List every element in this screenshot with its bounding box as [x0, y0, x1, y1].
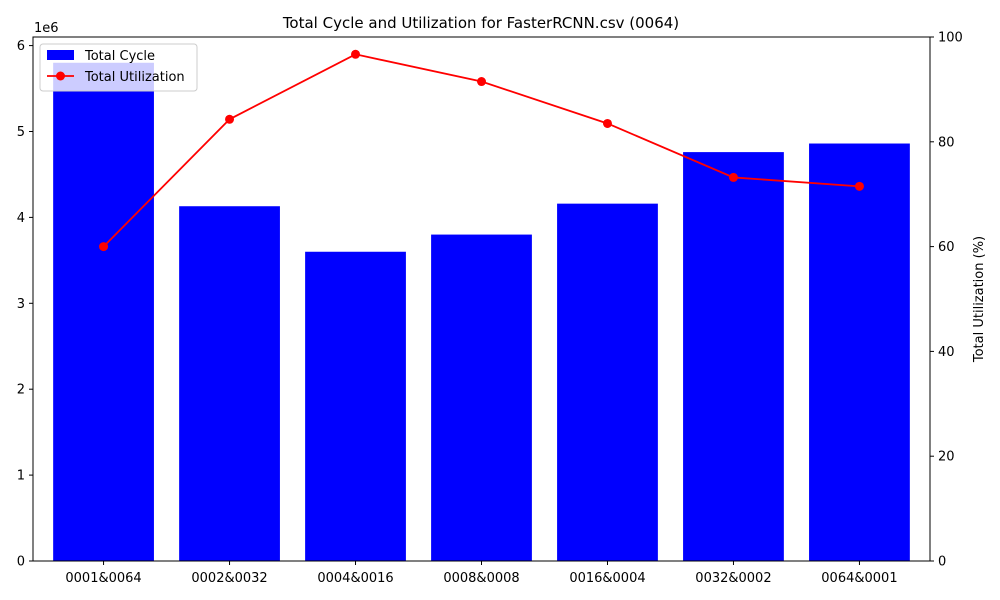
utilization-point-0064&0001 — [854, 181, 864, 191]
bars-layer — [53, 62, 910, 562]
utilization-point-0032&0002 — [728, 172, 738, 182]
left-y-tick-label: 3 — [17, 297, 25, 312]
axes-layer: 0001&0064 0002&0032 0004&0016 0008&0008 0016… — [17, 31, 963, 587]
left-axis-offset-text: 1e6 — [34, 21, 59, 36]
bar-0032&0002 — [683, 152, 784, 561]
x-tick-label: 0064&0001 — [821, 571, 897, 586]
x-tick-label: 0016&0004 — [569, 571, 645, 586]
right-y-tick-label: 80 — [938, 135, 955, 150]
chart-title: Total Cycle and Utilization for FasterRC… — [282, 14, 679, 32]
utilization-point-0004&0016 — [351, 49, 361, 59]
left-y-tick-label: 1 — [17, 469, 25, 484]
left-y-tick-label: 2 — [17, 383, 25, 398]
legend-line-marker — [56, 71, 65, 81]
legend: Total Cycle Total Utilization — [39, 43, 198, 92]
left-y-tick-label: 5 — [17, 125, 25, 140]
right-y-tick-label: 20 — [938, 450, 955, 465]
legend-label-total-utilization: Total Utilization — [84, 70, 185, 85]
bar-0064&0001 — [809, 143, 910, 561]
utilization-point-0002&0032 — [225, 114, 235, 124]
utilization-point-0016&0004 — [602, 118, 612, 128]
right-y-tick-label: 0 — [938, 555, 946, 570]
bar-0001&0064 — [53, 62, 154, 561]
bar-0002&0032 — [179, 206, 280, 561]
right-axis-label: Total Utilization (%) — [972, 236, 987, 363]
left-y-tick-label: 0 — [17, 555, 25, 570]
left-y-tick-label: 4 — [17, 211, 25, 226]
utilization-point-0001&0064 — [99, 242, 109, 252]
x-tick-label: 0032&0002 — [695, 571, 771, 586]
legend-label-total-cycle: Total Cycle — [84, 49, 155, 64]
bar-0016&0004 — [557, 203, 658, 562]
x-tick-label: 0004&0016 — [317, 571, 393, 586]
left-y-tick-label: 6 — [17, 39, 25, 54]
legend-bar-swatch — [47, 50, 74, 60]
right-y-tick-label: 60 — [938, 240, 955, 255]
right-y-tick-label: 100 — [938, 31, 963, 46]
x-tick-label: 0001&0064 — [65, 571, 141, 586]
x-tick-label: 0008&0008 — [443, 571, 519, 586]
bar-0004&0016 — [305, 251, 406, 562]
utilization-point-0008&0008 — [477, 77, 486, 87]
legend-box — [39, 43, 198, 92]
x-tick-label: 0002&0032 — [191, 571, 267, 586]
bar-0008&0008 — [431, 234, 532, 561]
line-layer — [99, 49, 864, 252]
right-y-tick-label: 40 — [938, 345, 955, 360]
